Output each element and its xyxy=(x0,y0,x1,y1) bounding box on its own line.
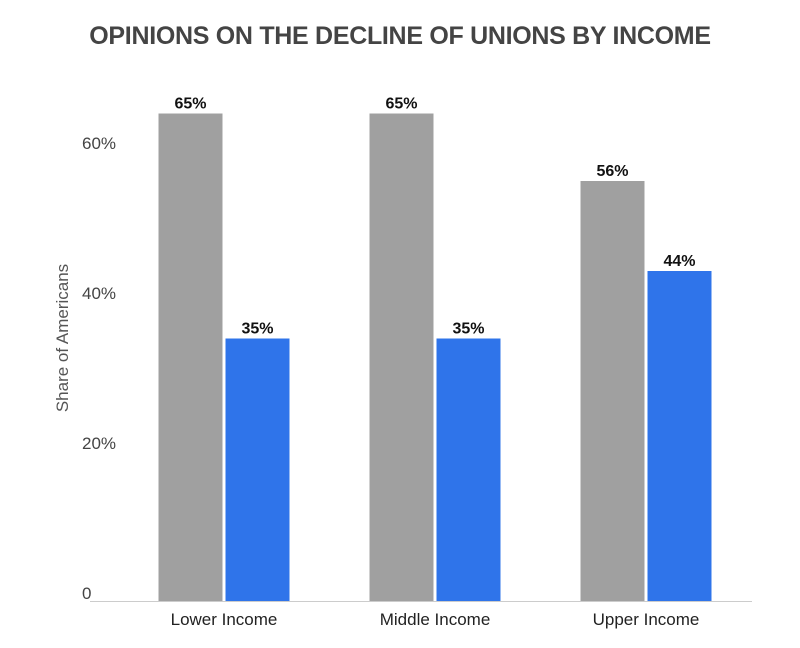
bar xyxy=(225,338,290,601)
bar-data-label: 44% xyxy=(663,253,695,270)
x-category-label: Upper Income xyxy=(593,610,700,629)
bar-data-label: 65% xyxy=(174,96,206,113)
bar-data-label: 35% xyxy=(452,321,484,338)
bar xyxy=(647,271,712,601)
bars xyxy=(158,113,712,601)
bar-data-label: 65% xyxy=(385,96,417,113)
y-tick-label: 0 xyxy=(82,584,91,603)
y-axis-title: Share of Americans xyxy=(53,264,72,412)
x-category-label: Lower Income xyxy=(171,610,278,629)
chart-title: OPINIONS ON THE DECLINE OF UNIONS BY INC… xyxy=(89,22,711,50)
y-axis-ticks: 0 20% 40% 60% xyxy=(82,134,116,603)
y-tick-label: 20% xyxy=(82,434,116,453)
bar-data-label: 35% xyxy=(241,321,273,338)
bar xyxy=(158,113,223,601)
x-axis-categories: Lower Income Middle Income Upper Income xyxy=(171,610,700,629)
y-tick-label: 60% xyxy=(82,134,116,153)
bar-data-labels: 65% 35% 65% 35% 56% 44% xyxy=(174,96,695,338)
bar xyxy=(369,113,434,601)
y-axis-title-group: Share of Americans xyxy=(53,264,72,412)
bar-data-label: 56% xyxy=(596,163,628,180)
bar xyxy=(436,338,501,601)
y-tick-label: 40% xyxy=(82,284,116,303)
bar xyxy=(580,181,645,601)
x-category-label: Middle Income xyxy=(380,610,491,629)
